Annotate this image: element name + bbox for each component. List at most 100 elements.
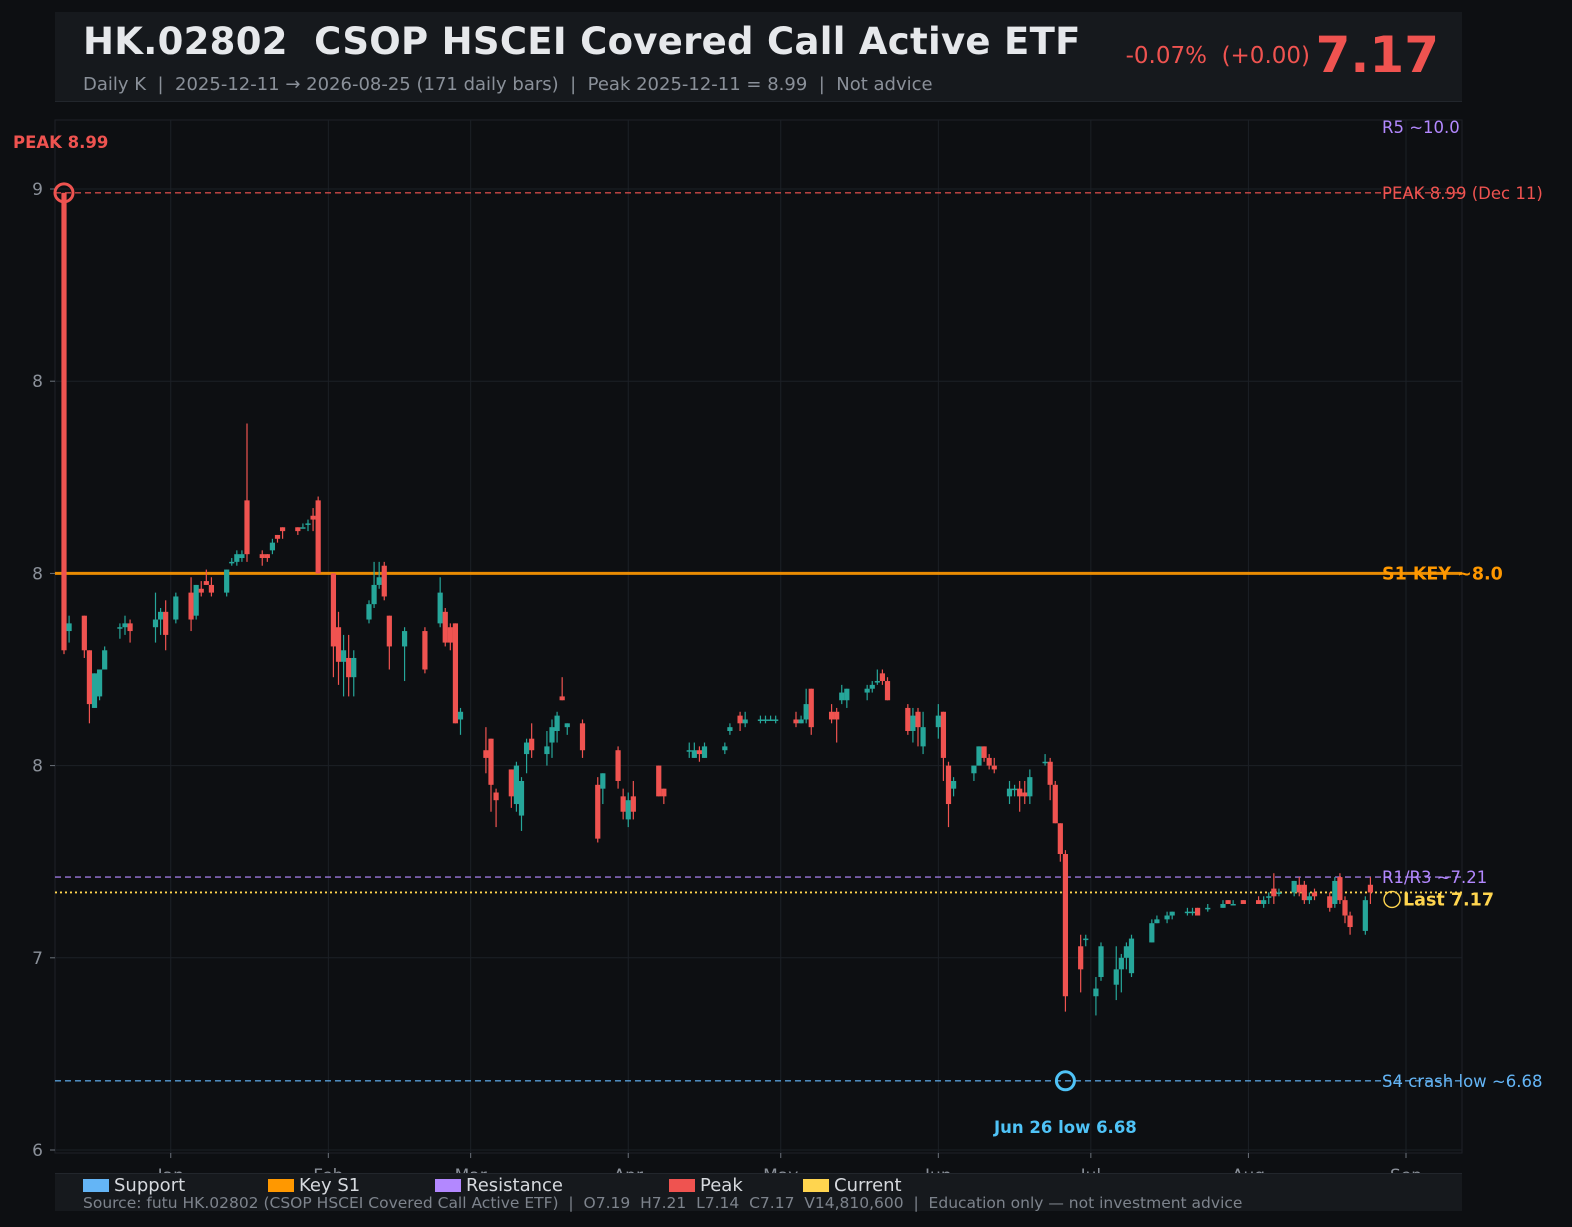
candle-body [1047,761,1053,785]
candle-body [615,750,621,781]
candle-body [239,554,245,559]
candle-body [808,688,814,728]
candle-body [305,523,311,525]
candle-body [163,611,169,635]
candle-body [269,542,276,551]
candle-body [757,719,764,721]
candle-body [1027,777,1033,797]
candle-body [1189,911,1196,914]
candle-body [554,715,560,732]
candle-body [518,780,525,816]
candle-body [656,765,662,797]
candle-body [1271,888,1277,897]
candle-body [371,584,377,605]
candle-body [600,773,606,789]
y-tick-label: 8 [32,757,43,777]
candle-body [1230,903,1236,906]
candle-body [224,569,230,593]
candle-body [513,765,520,805]
candle-body [1098,946,1104,978]
page-title: HK.02802 CSOP HSCEI Covered Call Active … [83,20,1081,63]
candle-body [229,561,235,564]
candle-body [686,750,692,752]
candle-body [905,707,911,732]
candle-body [1042,761,1048,764]
level-label: Last 7.17 [1403,890,1494,910]
candle-body [1205,907,1211,910]
price-levels: R5 ~10.0 PEAK 8.99 (Dec 11) S1 KEY ~8.0 R1/… [55,118,1543,1091]
candle-body [1006,788,1013,797]
source-note: Source: futu HK.02802 (CSOP HSCEI Covere… [83,1194,1243,1212]
level-label: R1/R3 ~7.21 [1382,868,1487,887]
legend-label: Key S1 [299,1175,361,1196]
legend-item: Peak [669,1175,743,1196]
candles [61,192,1374,1016]
current-marker [1383,890,1401,909]
candle-body [701,746,708,758]
candle-body [1296,884,1302,893]
chart-header: HK.02802 CSOP HSCEI Covered Call Active … [55,12,1462,102]
candle-body [203,581,209,585]
candle-body [1327,896,1333,908]
legend-item: Support [83,1175,185,1196]
candle-body [274,534,281,539]
candle-body [457,711,464,720]
candle-body [1261,900,1267,904]
candle-body [915,711,921,728]
candle-body [991,765,997,770]
candle-body [483,750,489,758]
legend-label: Resistance [466,1175,563,1196]
candle-body [1255,900,1262,904]
candle-body [493,792,499,801]
candle-body [1118,957,1124,970]
candle-body [722,746,728,751]
candle-body [1169,911,1175,916]
candle-body [335,627,342,662]
candle-body [595,784,601,839]
candle-body [386,615,392,647]
candle-body [1017,788,1023,797]
legend-label: Peak [700,1175,743,1196]
candle-body [1083,938,1089,941]
candle-body [1220,903,1226,908]
candle-body [920,727,926,747]
candle-body [1276,892,1282,894]
candle-body [661,788,667,797]
level-label: S4 crash low ~6.68 [1382,1072,1542,1091]
candle-body [264,554,270,559]
candle-body [879,673,886,682]
candle-body [976,746,982,766]
y-tick-label: 6 [32,1141,43,1161]
candle-body [986,757,992,766]
candle-body [300,527,306,529]
candle-body [828,711,835,720]
candle-body [366,604,372,620]
legend-label: Support [114,1175,186,1196]
candle-body [834,711,840,720]
candle-body [1347,915,1353,928]
candle-body [935,715,941,728]
legend-item: Resistance [435,1175,563,1196]
candle-body [910,715,916,732]
candle-body [564,723,570,728]
candle-body [742,719,748,724]
level-label: S1 KEY ~8.0 [1382,564,1503,584]
candle-body [727,727,733,732]
candle-body [208,584,215,593]
candle-body [696,750,703,755]
candle-body [86,650,93,705]
candle-body [102,650,108,670]
candle-body [1011,788,1018,791]
candle-body [447,627,453,643]
candle-body [1149,923,1155,943]
candle-body [1311,892,1318,897]
candle-body [1225,900,1231,904]
candle-body [620,796,626,812]
candle-body [1301,884,1307,901]
candle-body [122,623,128,628]
candle-body [1078,946,1084,970]
candle-body [884,681,891,701]
candle-body [803,704,809,720]
candle-body [1164,915,1170,920]
